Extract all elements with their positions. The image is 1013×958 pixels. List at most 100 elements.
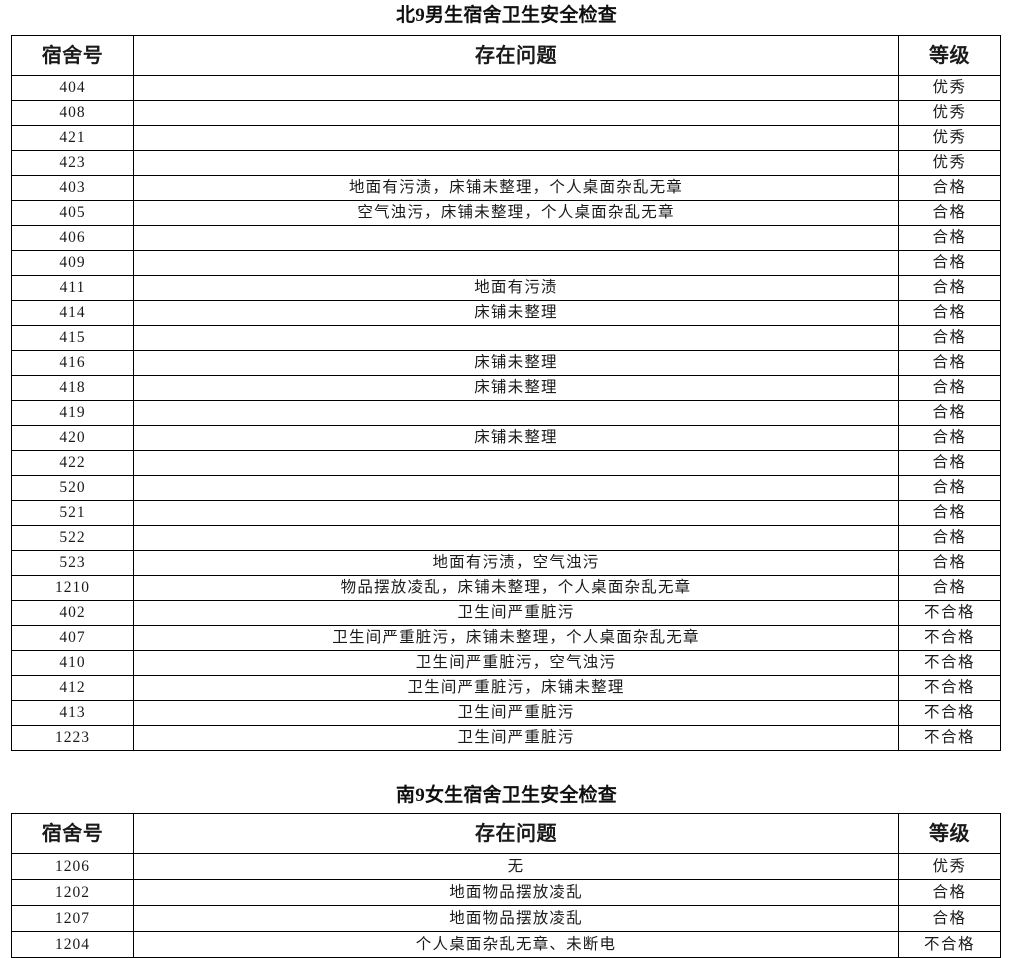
table-row: 406 合格 — [11, 225, 1001, 251]
cell-issue-description — [133, 150, 899, 176]
cell-room-number: 403 — [11, 175, 134, 201]
cell-issue-description — [133, 75, 899, 101]
table-row: 410 卫生间严重脏污，空气浊污 不合格 — [11, 650, 1001, 676]
page-title-secondary: 南9女生宿舍卫生安全检查 — [396, 785, 617, 806]
cell-grade: 合格 — [898, 525, 1001, 551]
table-row: 523 地面有污渍，空气浊污 合格 — [11, 550, 1001, 576]
cell-room-number: 1204 — [11, 931, 134, 958]
column-header-room: 宿舍号 — [11, 813, 134, 854]
cell-room-number: 406 — [11, 225, 134, 251]
column-header-grade: 等级 — [898, 35, 1001, 76]
inspection-table-north9-male: 宿舍号 存在问题 等级 404 优秀 408 优秀 421 优秀 423 优秀 403 地面有污渍… — [11, 35, 1001, 751]
table-row: 520 合格 — [11, 475, 1001, 501]
cell-grade: 合格 — [898, 879, 1001, 906]
table-header: 宿舍号 存在问题 等级 — [11, 813, 1001, 854]
cell-issue-description: 卫生间严重脏污 — [133, 700, 899, 726]
cell-issue-description: 床铺未整理 — [133, 375, 899, 401]
cell-grade: 合格 — [898, 905, 1001, 932]
table-row: 416 床铺未整理 合格 — [11, 350, 1001, 376]
table-body: 404 优秀 408 优秀 421 优秀 423 优秀 403 地面有污渍，床铺未整理，个人桌面杂… — [11, 75, 1001, 751]
table-row: 414 床铺未整理 合格 — [11, 300, 1001, 326]
table-row: 1223 卫生间严重脏污 不合格 — [11, 725, 1001, 751]
cell-grade: 不合格 — [898, 725, 1001, 751]
cell-grade: 不合格 — [898, 625, 1001, 651]
cell-room-number: 411 — [11, 275, 134, 301]
cell-room-number: 405 — [11, 200, 134, 226]
cell-issue-description: 地面有污渍 — [133, 275, 899, 301]
column-header-grade: 等级 — [898, 813, 1001, 854]
inspection-section-north9-male: 北9男生宿舍卫生安全检查 宿舍号 存在问题 等级 404 优秀 408 优秀 421 优秀… — [11, 5, 1001, 751]
cell-grade: 合格 — [898, 550, 1001, 576]
cell-room-number: 523 — [11, 550, 134, 576]
inspection-table-south9-female: 宿舍号 存在问题 等级 1206 无优秀 1202 地面物品摆放凌乱 合格 1207 地面物… — [11, 813, 1001, 958]
cell-issue-description — [133, 250, 899, 276]
cell-issue-description: 地面物品摆放凌乱 — [133, 905, 899, 932]
table-header-row: 宿舍号 存在问题 等级 — [11, 35, 1001, 76]
inspection-section-south9-female: 南9女生宿舍卫生安全检查 宿舍号 存在问题 等级 1206 无优秀 1202 地面物品… — [0, 751, 1013, 958]
cell-grade: 合格 — [898, 250, 1001, 276]
cell-room-number: 423 — [11, 150, 134, 176]
table-row: 413 卫生间严重脏污 不合格 — [11, 700, 1001, 726]
table-row: 1202 地面物品摆放凌乱 合格 — [11, 879, 1001, 906]
cell-grade: 不合格 — [898, 700, 1001, 726]
cell-issue-description: 地面物品摆放凌乱 — [133, 879, 899, 906]
cell-room-number: 416 — [11, 350, 134, 376]
cell-issue-description — [133, 450, 899, 476]
cell-room-number: 1207 — [11, 905, 134, 932]
cell-room-number: 408 — [11, 100, 134, 126]
table-row: 1204 个人桌面杂乱无章、未断电 不合格 — [11, 931, 1001, 958]
column-header-issue: 存在问题 — [133, 813, 899, 854]
table-row: 420 床铺未整理 合格 — [11, 425, 1001, 451]
cell-room-number: 520 — [11, 475, 134, 501]
cell-grade: 合格 — [898, 375, 1001, 401]
cell-grade: 合格 — [898, 475, 1001, 501]
cell-grade: 合格 — [898, 500, 1001, 526]
cell-issue-description — [133, 225, 899, 251]
cell-issue-description: 卫生间严重脏污 — [133, 725, 899, 751]
cell-grade: 优秀 — [898, 125, 1001, 151]
table-row: 407 卫生间严重脏污，床铺未整理，个人桌面杂乱无章 不合格 — [11, 625, 1001, 651]
table-row: 419 合格 — [11, 400, 1001, 426]
cell-grade: 不合格 — [898, 600, 1001, 626]
cell-room-number: 1206 — [11, 853, 134, 880]
cell-grade: 合格 — [898, 350, 1001, 376]
cell-issue-description: 床铺未整理 — [133, 300, 899, 326]
cell-room-number: 522 — [11, 525, 134, 551]
cell-issue-description: 无 — [133, 853, 899, 880]
cell-grade: 优秀 — [898, 100, 1001, 126]
cell-grade: 合格 — [898, 200, 1001, 226]
cell-room-number: 521 — [11, 500, 134, 526]
cell-issue-description — [133, 325, 899, 351]
cell-grade: 合格 — [898, 325, 1001, 351]
cell-grade: 合格 — [898, 175, 1001, 201]
table-row: 1207 地面物品摆放凌乱 合格 — [11, 905, 1001, 932]
cell-room-number: 1210 — [11, 575, 134, 601]
cell-room-number: 419 — [11, 400, 134, 426]
cell-room-number: 415 — [11, 325, 134, 351]
cell-room-number: 404 — [11, 75, 134, 101]
cell-room-number: 1223 — [11, 725, 134, 751]
cell-issue-description — [133, 525, 899, 551]
cell-issue-description: 卫生间严重脏污，床铺未整理 — [133, 675, 899, 701]
cell-grade: 合格 — [898, 425, 1001, 451]
cell-room-number: 409 — [11, 250, 134, 276]
cell-room-number: 421 — [11, 125, 134, 151]
cell-room-number: 1202 — [11, 879, 134, 906]
cell-issue-description: 地面有污渍，空气浊污 — [133, 550, 899, 576]
table-row: 423 优秀 — [11, 150, 1001, 176]
cell-issue-description: 卫生间严重脏污，空气浊污 — [133, 650, 899, 676]
cell-issue-description: 卫生间严重脏污，床铺未整理，个人桌面杂乱无章 — [133, 625, 899, 651]
table-header-row: 宿舍号 存在问题 等级 — [11, 813, 1001, 854]
table-row: 412 卫生间严重脏污，床铺未整理 不合格 — [11, 675, 1001, 701]
table-row: 422 合格 — [11, 450, 1001, 476]
table-row: 418 床铺未整理 合格 — [11, 375, 1001, 401]
cell-grade: 优秀 — [898, 853, 1001, 880]
table-row: 402 卫生间严重脏污 不合格 — [11, 600, 1001, 626]
cell-issue-description: 物品摆放凌乱，床铺未整理，个人桌面杂乱无章 — [133, 575, 899, 601]
cell-grade: 不合格 — [898, 675, 1001, 701]
cell-room-number: 422 — [11, 450, 134, 476]
cell-room-number: 418 — [11, 375, 134, 401]
cell-issue-description: 床铺未整理 — [133, 425, 899, 451]
column-header-issue: 存在问题 — [133, 35, 899, 76]
cell-issue-description — [133, 125, 899, 151]
